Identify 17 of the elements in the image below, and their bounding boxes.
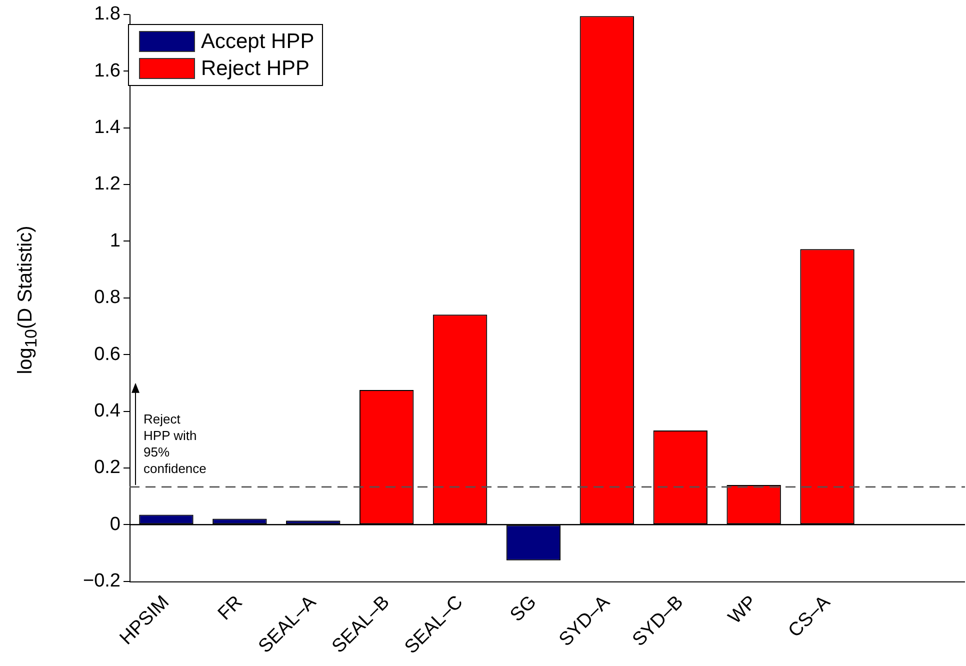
y-tick-label: −0.2 (82, 570, 121, 592)
ref-line-label: Reject HPP with 95% confidence (144, 411, 206, 476)
y-tick-label: 1.6 (94, 60, 121, 82)
y-tick-label: 0 (110, 514, 121, 535)
y-tick-label: 1.2 (94, 174, 121, 195)
legend-label: Reject HPP (201, 56, 310, 80)
x-tick-label: FR (214, 592, 247, 625)
y-tick-label: 0.8 (94, 287, 121, 308)
y-tick-label: 1.8 (94, 4, 121, 25)
y-tick-label: 1.4 (94, 117, 121, 138)
y-tick-label: 0.4 (94, 400, 121, 422)
y-tick-label: 1 (110, 230, 121, 252)
y-tick-label: 0.2 (94, 457, 121, 478)
y-tick-label: 0.6 (94, 344, 121, 365)
x-tick-label: SG (506, 592, 541, 626)
x-tick-label: WP (724, 592, 762, 628)
legend-label: Accept HPP (201, 30, 314, 54)
